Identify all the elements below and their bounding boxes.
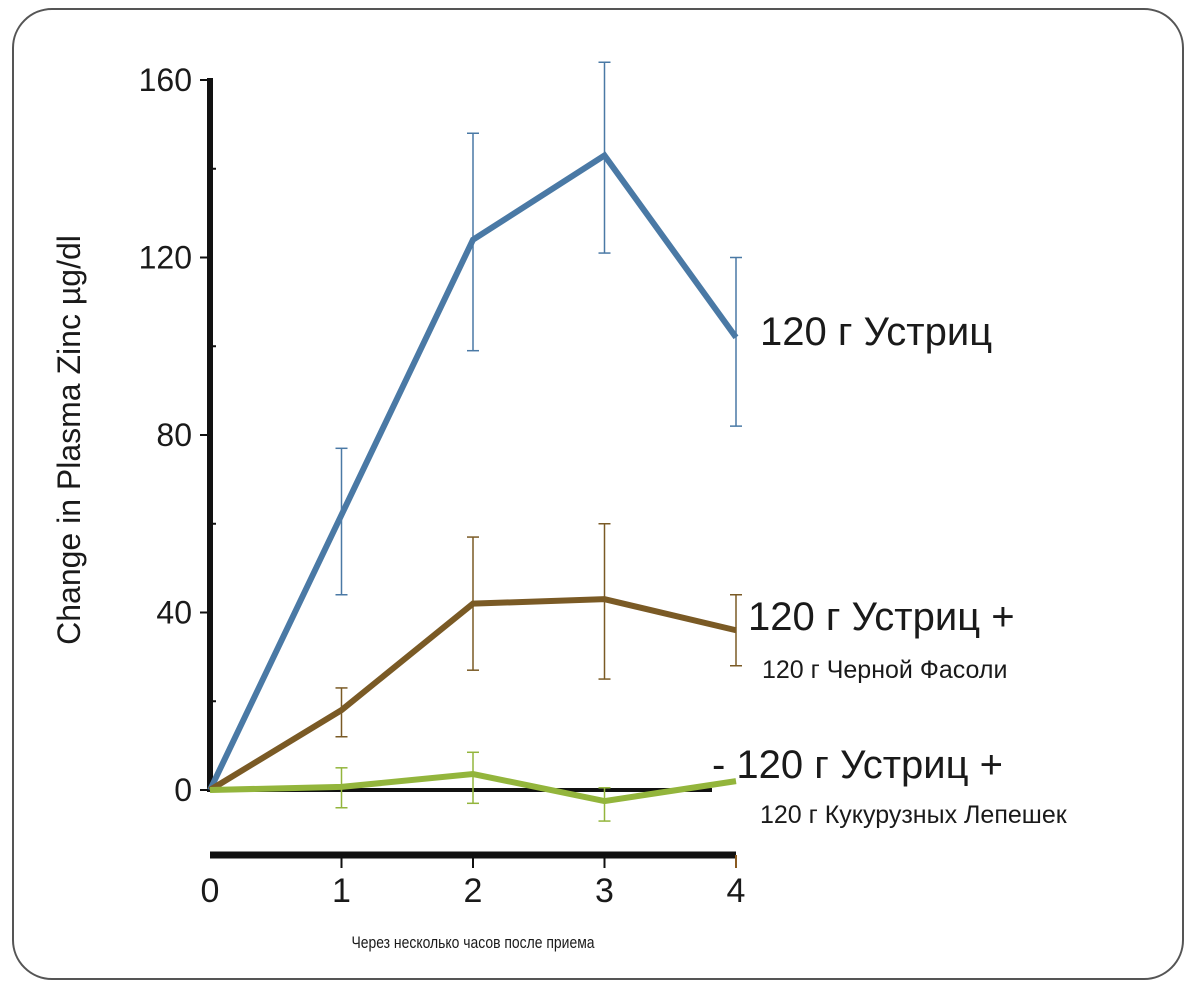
y-tick-label: 80 [156, 417, 192, 453]
x-tick-label: 0 [201, 872, 220, 910]
y-tick-label: 0 [174, 772, 192, 808]
x-axis-label: Через несколько часов после приема [351, 934, 594, 953]
series-sublabel-1: 120 г Черной Фасоли [762, 656, 1007, 684]
series-label-1: 120 г Устриц + [748, 595, 1015, 639]
series-label-2: - 120 г Устриц + [712, 743, 1003, 787]
x-tick-label: 3 [595, 872, 614, 910]
series-sublabel-2: 120 г Кукурузных Лепешек [760, 801, 1068, 829]
x-tick-label: 2 [464, 872, 483, 910]
series-label-0: 120 г Устриц [760, 310, 992, 354]
y-tick-label: 160 [139, 62, 192, 98]
y-tick-label: 40 [156, 595, 192, 631]
x-tick-label: 1 [332, 872, 351, 910]
y-tick-label: 120 [139, 240, 192, 276]
chart-frame [12, 8, 1184, 980]
y-axis-label: Change in Plasma Zinc µg/dl [51, 235, 87, 645]
x-tick-label: 4 [727, 872, 746, 910]
